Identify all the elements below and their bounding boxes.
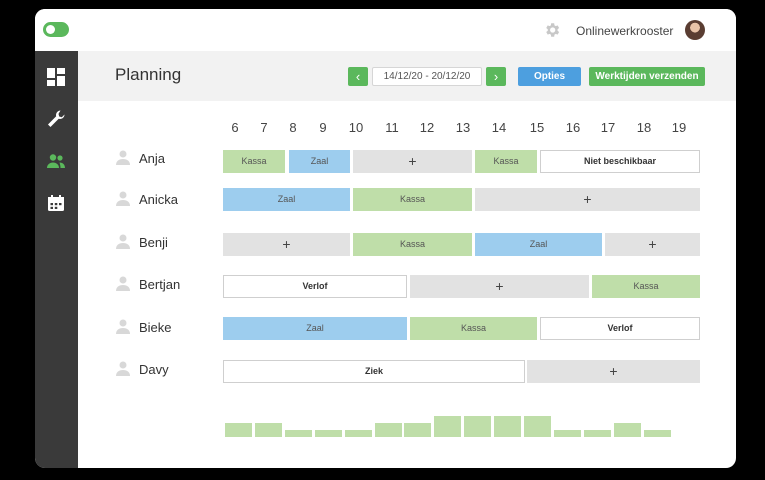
shift-block[interactable]: Kassa bbox=[475, 150, 537, 173]
person-icon bbox=[116, 234, 130, 249]
staffing-bar bbox=[643, 430, 671, 437]
shift-block[interactable]: Kassa bbox=[353, 233, 472, 256]
add-shift-button[interactable]: + bbox=[223, 233, 350, 256]
person-icon bbox=[116, 276, 130, 291]
hour-label: 14 bbox=[491, 120, 507, 135]
hour-label: 11 bbox=[385, 120, 399, 135]
hour-label: 12 bbox=[419, 120, 435, 135]
person-icon bbox=[116, 191, 130, 206]
employee-name[interactable]: Davy bbox=[139, 362, 169, 377]
hour-label: 7 bbox=[260, 120, 268, 135]
hour-label: 10 bbox=[348, 120, 364, 135]
add-shift-button[interactable]: + bbox=[475, 188, 700, 211]
staffing-bar bbox=[613, 423, 641, 437]
brand-name: Onlinewerkrooster bbox=[576, 24, 674, 38]
availability-block[interactable]: Verlof bbox=[540, 317, 700, 340]
shift-block[interactable]: Kassa bbox=[410, 317, 537, 340]
planning-header: Planning ‹ 14/12/20 - 20/12/20 › Opties … bbox=[78, 51, 736, 101]
options-button[interactable]: Opties bbox=[518, 67, 581, 86]
hour-label: 18 bbox=[636, 120, 652, 135]
add-shift-button[interactable]: + bbox=[605, 233, 700, 256]
staffing-bar bbox=[583, 430, 611, 437]
person-icon bbox=[116, 361, 130, 376]
hour-label: 16 bbox=[565, 120, 581, 135]
staffing-bar bbox=[494, 416, 522, 437]
add-shift-button[interactable]: + bbox=[353, 150, 472, 173]
shift-block[interactable]: Zaal bbox=[475, 233, 602, 256]
person-icon bbox=[116, 150, 130, 165]
availability-block[interactable]: Verlof bbox=[223, 275, 407, 298]
staffing-bar bbox=[553, 430, 581, 437]
app-window: Onlinewerkrooster Planning ‹ 14/12/20 - … bbox=[35, 9, 736, 468]
prev-week-button[interactable]: ‹ bbox=[348, 67, 368, 86]
calendar-icon[interactable] bbox=[46, 193, 66, 213]
add-shift-button[interactable]: + bbox=[527, 360, 700, 383]
date-range-field[interactable]: 14/12/20 - 20/12/20 bbox=[372, 67, 482, 86]
avatar[interactable] bbox=[685, 20, 705, 40]
employee-name[interactable]: Bieke bbox=[139, 320, 172, 335]
staffing-bar bbox=[434, 416, 462, 437]
staffing-bar bbox=[254, 423, 282, 437]
shift-block[interactable]: Kassa bbox=[592, 275, 700, 298]
gear-icon[interactable] bbox=[543, 21, 561, 39]
hour-label: 17 bbox=[600, 120, 616, 135]
menu-toggle[interactable] bbox=[43, 22, 69, 37]
staffing-bar bbox=[464, 416, 492, 437]
wrench-icon[interactable] bbox=[46, 109, 66, 129]
hour-label: 9 bbox=[319, 120, 327, 135]
person-icon bbox=[116, 319, 130, 334]
staffing-bar bbox=[524, 416, 551, 437]
shift-block[interactable]: Zaal bbox=[223, 188, 350, 211]
employee-name[interactable]: Bertjan bbox=[139, 277, 181, 292]
staffing-bar bbox=[284, 430, 312, 437]
shift-block[interactable]: Kassa bbox=[223, 150, 285, 173]
employee-name[interactable]: Anicka bbox=[139, 192, 179, 207]
top-bar: Onlinewerkrooster bbox=[35, 9, 736, 51]
staffing-bar bbox=[374, 423, 402, 437]
add-shift-button[interactable]: + bbox=[410, 275, 589, 298]
staffing-bar bbox=[225, 423, 252, 437]
availability-block[interactable]: Ziek bbox=[223, 360, 525, 383]
next-week-button[interactable]: › bbox=[486, 67, 506, 86]
shift-block[interactable]: Zaal bbox=[223, 317, 407, 340]
hour-label: 19 bbox=[671, 120, 687, 135]
users-icon[interactable] bbox=[46, 151, 66, 171]
hour-label: 6 bbox=[231, 120, 239, 135]
staffing-bar bbox=[404, 423, 432, 437]
hour-label: 15 bbox=[529, 120, 545, 135]
shift-block[interactable]: Kassa bbox=[353, 188, 472, 211]
send-hours-button[interactable]: Werktijden verzenden bbox=[589, 67, 705, 86]
staffing-bar bbox=[344, 430, 372, 437]
employee-name[interactable]: Anja bbox=[139, 151, 166, 166]
shift-block[interactable]: Zaal bbox=[289, 150, 350, 173]
toggle-knob bbox=[46, 25, 55, 34]
staffing-bar bbox=[314, 430, 342, 437]
sidebar bbox=[35, 51, 78, 468]
page-title: Planning bbox=[115, 65, 182, 84]
employee-name[interactable]: Benji bbox=[139, 235, 168, 250]
dashboard-icon[interactable] bbox=[46, 67, 66, 87]
availability-block[interactable]: Niet beschikbaar bbox=[540, 150, 700, 173]
hour-label: 13 bbox=[455, 120, 471, 135]
hour-label: 8 bbox=[289, 120, 297, 135]
